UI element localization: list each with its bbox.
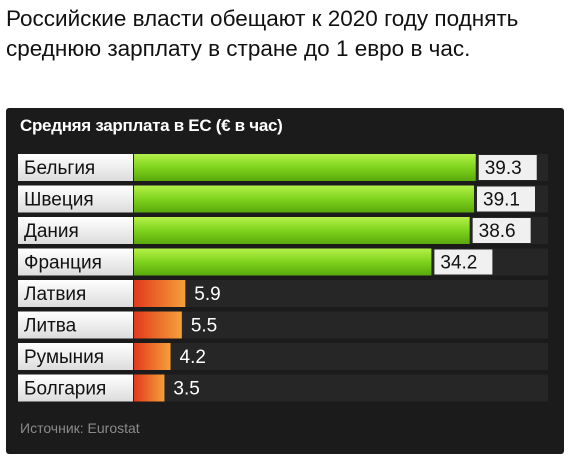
bar [134,280,186,307]
chart-panel: Средняя зарплата в ЕС (€ в час) Бельгия 3… [6,108,564,454]
bar [134,343,171,370]
post-caption: Российские власти обещают к 2020 году по… [6,6,519,61]
bar [134,154,476,181]
category-label: Бельгия [24,158,95,179]
chart-title: Средняя зарплата в ЕС (€ в час) [20,116,283,135]
value-label: 39.3 [485,158,522,179]
bar [134,311,182,339]
category-label: Литва [24,316,77,337]
category-label-box [18,217,133,244]
category-label: Дания [24,221,79,242]
bar [134,374,165,402]
value-label: 3.5 [173,379,199,400]
bar-chart: Бельгия 39.3 Швеция 39.1 Дания 38.6 Франция 34.… [18,154,548,402]
category-label: Франция [24,253,102,274]
category-label-box [18,280,133,307]
category-label: Латвия [24,284,86,305]
chart-source: Источник: Eurostat [20,420,140,436]
value-label: 38.6 [479,221,516,242]
category-label: Болгария [24,379,106,400]
value-label-box [478,155,537,180]
category-label-box [18,154,133,181]
category-label-box [18,185,133,213]
bar [134,217,470,244]
value-label-box [472,218,531,243]
value-label: 5.9 [194,284,220,305]
category-label-box [18,311,133,339]
value-label-box [477,186,535,212]
bar [134,185,474,213]
category-label-box [18,343,133,370]
category-label: Швеция [24,190,94,211]
category-label-box [18,374,133,402]
bar [134,248,432,276]
category-label-box [18,248,133,276]
category-label: Румыния [24,347,104,368]
value-label: 5.5 [191,316,217,337]
value-label: 4.2 [180,347,206,368]
value-label-box [434,249,493,275]
value-label: 39.1 [483,190,520,211]
value-label: 34.2 [440,253,477,274]
